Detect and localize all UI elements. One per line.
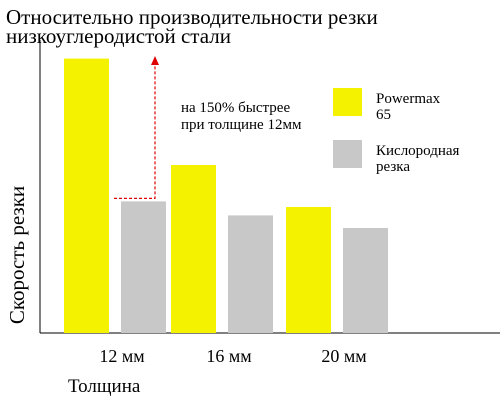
bar bbox=[171, 165, 216, 333]
legend-swatch bbox=[333, 88, 362, 116]
legend-swatch bbox=[333, 140, 362, 168]
annotation-arrow bbox=[114, 64, 156, 199]
arrow-head bbox=[151, 56, 159, 65]
legend-label: Кислородная резка bbox=[376, 143, 460, 175]
y-axis-label: Скорость резки bbox=[5, 186, 29, 324]
bar bbox=[343, 228, 388, 333]
bar bbox=[121, 201, 166, 333]
x-tick-label: 16 мм bbox=[206, 346, 251, 366]
chart-title: Относительно производительности резки bbox=[6, 5, 378, 29]
bar bbox=[228, 215, 273, 333]
x-axis-label: Толщина bbox=[68, 376, 141, 397]
chart-title: низкоуглеродистой стали bbox=[6, 24, 231, 48]
x-tick-label: 20 мм bbox=[321, 346, 366, 366]
legend-label: Powermax 65 bbox=[376, 91, 441, 123]
x-tick-label: 12 мм bbox=[99, 346, 144, 366]
annotation: при толщине 12мм bbox=[181, 117, 302, 133]
annotation: на 150% быстрее bbox=[181, 100, 290, 116]
bar bbox=[286, 207, 331, 333]
bar bbox=[64, 58, 109, 333]
